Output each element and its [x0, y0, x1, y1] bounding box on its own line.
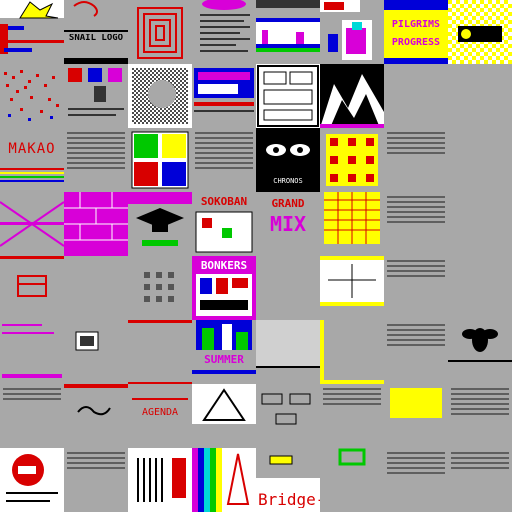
thumb-grid-pattern[interactable] — [320, 128, 384, 192]
thumb-brick-wall[interactable] — [64, 192, 128, 256]
thumb-maze[interactable] — [128, 0, 192, 64]
thumb-graduation-cap[interactable] — [128, 192, 192, 256]
thumb-text-screen[interactable] — [0, 320, 64, 384]
thumb-bonkers[interactable]: BONKERS — [192, 256, 256, 320]
thumb-blank-grey[interactable] — [448, 64, 512, 128]
text-lines — [451, 388, 509, 418]
thumb-wireframe-dialog[interactable] — [256, 64, 320, 128]
thumb-checkered-logo[interactable] — [448, 0, 512, 64]
thumb-text-screen[interactable] — [192, 128, 256, 192]
thumb-bridge[interactable]: Bridge- — [256, 448, 320, 512]
thumb-blank-grey[interactable] — [448, 128, 512, 192]
bonkers-title: BONKERS — [200, 260, 248, 271]
thumb-colour-panel[interactable] — [192, 64, 256, 128]
thumb-blank-grey[interactable] — [64, 256, 128, 320]
mix-title: MIX — [269, 214, 307, 234]
thumb-chronos[interactable]: CHRONOS — [256, 128, 320, 192]
thumb-text-screen[interactable] — [448, 448, 512, 512]
thumb-text-screen[interactable] — [384, 192, 448, 256]
thumb-puzzle-grid[interactable] — [128, 256, 192, 320]
thumb-colourful-banner[interactable] — [0, 0, 64, 64]
thumb-text-screen[interactable] — [384, 256, 448, 320]
thumb-blank-panel[interactable] — [256, 320, 320, 384]
thumb-agenda[interactable]: AGENDA — [128, 384, 192, 448]
agenda-title: AGENDA — [141, 408, 179, 418]
thumb-bird-picture[interactable] — [64, 384, 128, 448]
thumb-blank-grey[interactable] — [256, 256, 320, 320]
thumb-snail-logo[interactable]: SNAIL LOGO — [64, 0, 128, 64]
thumb-text-screen[interactable] — [384, 128, 448, 192]
thumb-yellow-grid[interactable] — [320, 192, 384, 256]
thumb-treasure-chest[interactable] — [0, 256, 64, 320]
text-lines — [67, 132, 125, 172]
thumb-text-screen[interactable] — [320, 384, 384, 448]
summer-title: SUMMER — [204, 354, 244, 365]
thumb-red-helmet[interactable] — [0, 448, 64, 512]
thumb-landscape-dither[interactable] — [320, 64, 384, 128]
thumb-rainbow-text[interactable] — [192, 0, 256, 64]
thumb-triangle[interactable] — [192, 384, 256, 448]
thumb-character-select[interactable] — [64, 64, 128, 128]
thumb-red-dots[interactable] — [0, 64, 64, 128]
thumb-board-game[interactable] — [128, 128, 192, 192]
text-lines — [67, 452, 125, 472]
thumb-yellow-box[interactable] — [384, 384, 448, 448]
text-lines — [451, 452, 509, 472]
thumb-crossed-lines[interactable] — [0, 192, 64, 256]
thumb-green-shape[interactable] — [320, 448, 384, 512]
thumb-blank-grey[interactable] — [448, 256, 512, 320]
text-lines — [195, 132, 253, 172]
text-lines — [387, 452, 445, 477]
thumb-small-icon[interactable] — [64, 320, 128, 384]
thumb-text-screen[interactable] — [0, 384, 64, 448]
sokoban-title: SOKOBAN — [200, 196, 248, 207]
thumb-blank-grey[interactable] — [448, 192, 512, 256]
thumb-red-bar[interactable] — [128, 320, 192, 384]
grand-title: GRAND — [271, 198, 305, 209]
thumb-text-screen[interactable] — [384, 320, 448, 384]
text-lines — [387, 324, 445, 349]
thumb-text-screen[interactable] — [64, 128, 128, 192]
thumb-dither-picture[interactable] — [128, 64, 192, 128]
bridge-title: Bridge- — [258, 492, 320, 508]
thumb-crosshair-window[interactable] — [320, 256, 384, 320]
thumb-summer[interactable]: SUMMER — [192, 320, 256, 384]
text-lines — [323, 388, 381, 408]
thumb-pilgrims-progress[interactable]: PILGRIMS PROGRESS — [384, 0, 448, 64]
text-lines — [3, 388, 61, 403]
chronos-title: CHRONOS — [273, 178, 303, 185]
snail-logo-title: SNAIL LOGO — [68, 34, 124, 43]
thumb-text-screen[interactable] — [384, 448, 448, 512]
pilgrims-title: PILGRIMS — [391, 20, 441, 30]
progress-title: PROGRESS — [391, 38, 441, 48]
text-lines — [387, 132, 445, 157]
thumb-yellow-frame[interactable] — [320, 320, 384, 384]
makao-title: MAKAO — [8, 142, 56, 156]
thumb-makao[interactable]: MAKAO — [0, 128, 64, 192]
thumb-platform-game[interactable] — [256, 0, 320, 64]
thumb-grand-mix[interactable]: GRAND MIX — [256, 192, 320, 256]
thumb-bee[interactable] — [448, 320, 512, 384]
thumb-zebra[interactable] — [128, 448, 192, 512]
text-lines — [387, 260, 445, 280]
thumb-cartoon[interactable] — [320, 0, 384, 64]
thumb-sokoban[interactable]: SOKOBAN — [192, 192, 256, 256]
thumb-text-screen[interactable] — [448, 384, 512, 448]
text-lines — [387, 196, 445, 226]
thumb-blank-grey[interactable] — [384, 64, 448, 128]
thumb-text-screen[interactable] — [64, 448, 128, 512]
thumb-colour-stripes[interactable] — [192, 448, 256, 512]
thumb-diagram[interactable] — [256, 384, 320, 448]
